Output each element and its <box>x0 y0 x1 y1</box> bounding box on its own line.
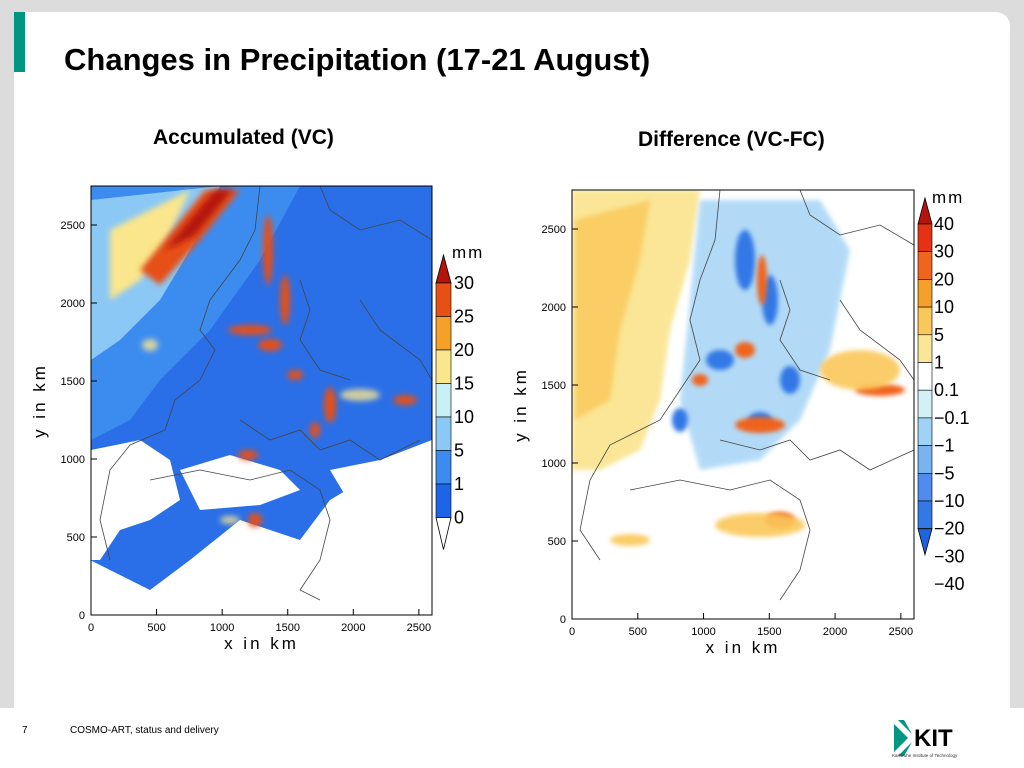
colorbar-segment <box>917 417 933 446</box>
colorbar-label: −0.1 <box>934 408 970 428</box>
y-tick-label: 500 <box>548 536 566 548</box>
colorbar-label: 30 <box>934 242 954 262</box>
colorbar-label: −10 <box>934 491 965 511</box>
x-tick-label: 2500 <box>407 622 431 634</box>
x-tick-label: 2500 <box>889 626 913 638</box>
colorbar-segment <box>917 362 933 391</box>
colorbar-segment <box>917 251 933 280</box>
colorbar-segment <box>917 306 933 336</box>
chart-title-difference: Difference (VC-FC) <box>638 128 825 151</box>
colorbar-bottom-arrow <box>435 517 452 550</box>
colorbar-label: 5 <box>934 325 944 345</box>
kit-logo-tagline: Karlsruhe Institute of Technology <box>892 753 958 758</box>
accumulated-axes: 0 500 1000 1500 2000 2500 0 500 1000 1500 2000 2500… <box>30 220 431 653</box>
y-tick-label: 2500 <box>542 224 566 236</box>
y-tick-label: 0 <box>79 610 85 622</box>
kit-logo: KIT Karlsruhe Institute of Technology <box>890 716 980 765</box>
colorbar-label: 25 <box>454 307 474 327</box>
y-axis-label: y in km <box>30 363 49 438</box>
difference-colorbar: mm 40 30 20 10 5 1 0.1 −0.1 −1 −5 −10 −20 −30 −40 <box>917 188 970 594</box>
y-tick-label: 500 <box>67 532 85 544</box>
x-tick-label: 2000 <box>341 622 365 634</box>
y-axis-label: y in km <box>511 367 530 442</box>
x-tick-label: 0 <box>88 622 94 634</box>
colorbar-label: 1 <box>454 474 464 494</box>
colorbar-unit: mm <box>452 243 484 262</box>
colorbar-segment <box>917 279 933 308</box>
footer <box>0 708 1024 768</box>
x-tick-label: 0 <box>569 626 575 638</box>
y-tick-label: 1500 <box>542 380 566 392</box>
x-tick-label: 500 <box>629 626 647 638</box>
x-tick-label: 1500 <box>757 626 781 638</box>
x-axis-label: x in km <box>224 634 299 653</box>
chart-title-accumulated: Accumulated (VC) <box>153 126 334 149</box>
colorbar-segment <box>917 445 933 474</box>
colorbar-label: −40 <box>934 574 965 594</box>
colorbar-label: 1 <box>934 353 944 373</box>
colorbar-label: 40 <box>934 214 954 234</box>
y-tick-label: 2500 <box>61 220 85 232</box>
footer-text: COSMO-ART, status and delivery <box>70 725 219 736</box>
colorbar-segment <box>917 389 933 419</box>
colorbar-label: −5 <box>934 463 955 483</box>
colorbar-label: 20 <box>934 269 954 289</box>
colorbar-bottom-arrow <box>917 528 933 557</box>
x-tick-label: 500 <box>147 622 165 634</box>
colorbar-label: 0.1 <box>934 380 959 400</box>
x-tick-label: 1000 <box>691 626 715 638</box>
y-tick-label: 2000 <box>61 298 85 310</box>
slide-title: Changes in Precipitation (17-21 August) <box>64 42 651 77</box>
colorbar-segment <box>917 334 933 363</box>
colorbar-label: −1 <box>934 436 955 456</box>
colorbar-label: 0 <box>454 508 464 528</box>
colorbar-top-arrow <box>917 196 933 225</box>
kit-logo-mark: KIT Karlsruhe Institute of Technology <box>892 720 958 758</box>
x-tick-label: 1000 <box>210 622 234 634</box>
colorbar-label: −20 <box>934 519 965 539</box>
y-tick-label: 2000 <box>542 302 566 314</box>
x-axis-label: x in km <box>706 638 781 657</box>
kit-logo-text: KIT <box>914 725 953 752</box>
colorbar-label: 10 <box>934 297 954 317</box>
colorbar-label: 20 <box>454 340 474 360</box>
colorbar-label: 10 <box>454 407 474 427</box>
accumulated-field <box>91 186 432 615</box>
colorbar-label: 15 <box>454 374 474 394</box>
x-tick-label: 2000 <box>823 626 847 638</box>
difference-axes: 0 500 1000 1500 2000 2500 0 500 1000 1500 2000 2500… <box>511 224 913 657</box>
colorbar-label: 5 <box>454 441 464 461</box>
y-tick-label: 1500 <box>61 376 85 388</box>
x-tick-label: 1500 <box>275 622 299 634</box>
accumulated-plot-frame <box>90 185 433 616</box>
difference-field <box>572 190 914 619</box>
colorbar-segment <box>917 223 933 253</box>
y-tick-label: 1000 <box>61 454 85 466</box>
colorbar-unit: mm <box>932 188 964 207</box>
colorbar-label: 30 <box>454 273 474 293</box>
difference-plot-frame <box>571 189 915 620</box>
colorbar-segment <box>917 472 933 502</box>
colorbar-label: −30 <box>934 546 965 566</box>
colorbar-segment <box>917 500 933 530</box>
y-tick-label: 1000 <box>542 458 566 470</box>
y-tick-label: 0 <box>560 614 566 626</box>
page-number: 7 <box>22 725 28 736</box>
accent-bar <box>14 12 25 72</box>
